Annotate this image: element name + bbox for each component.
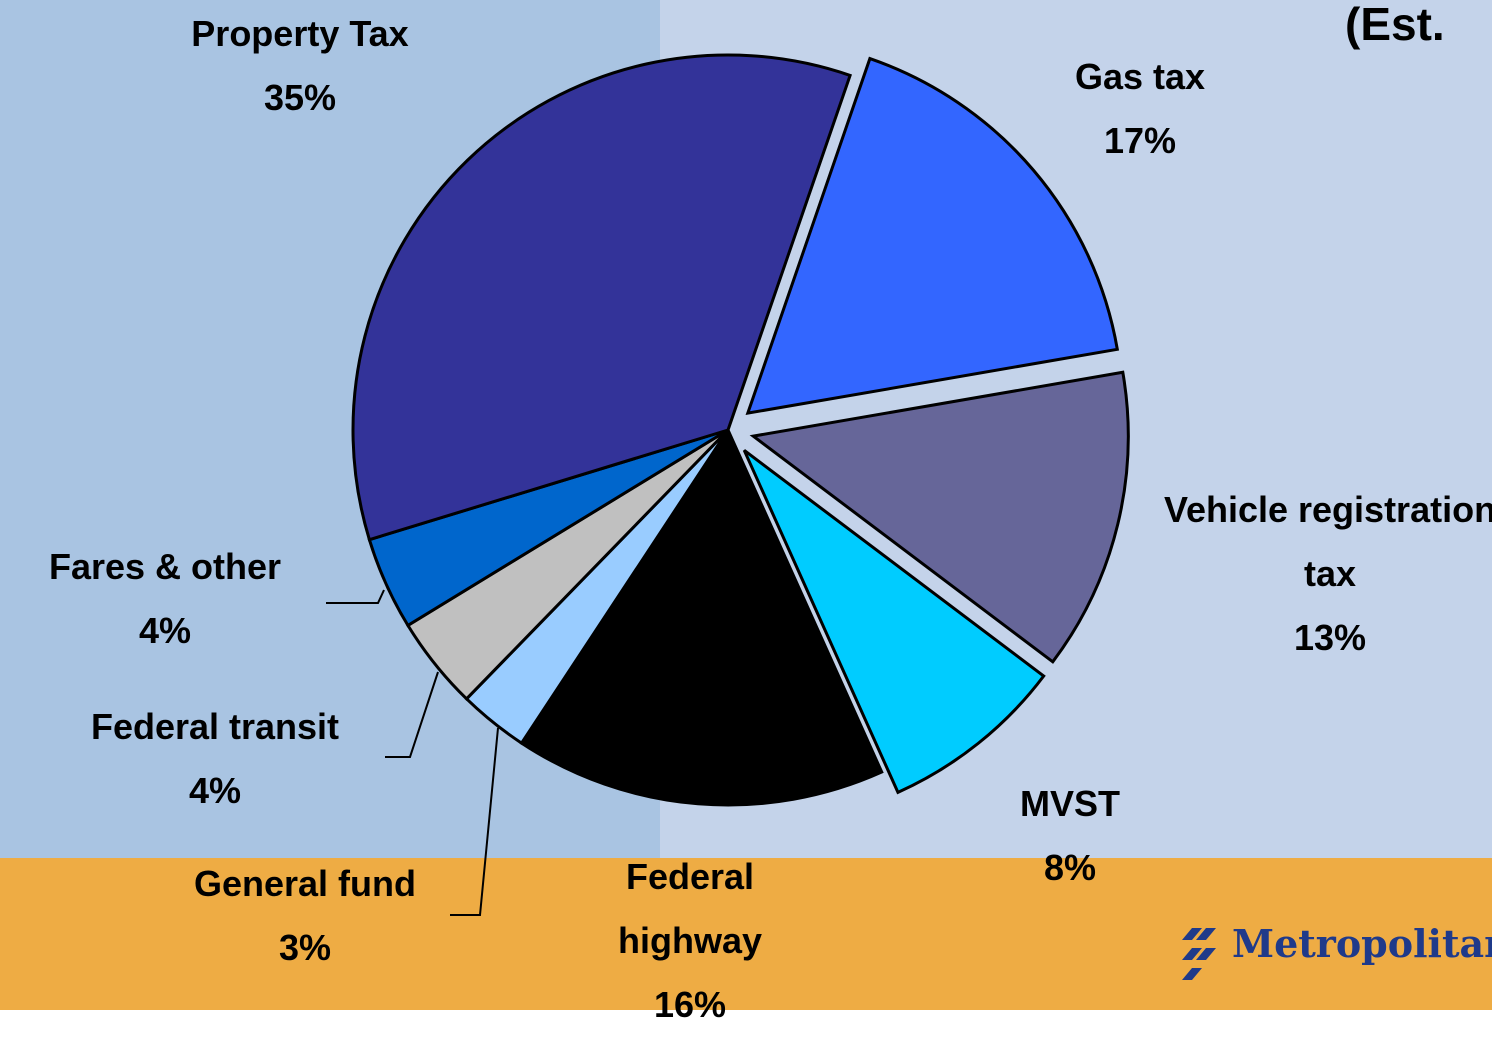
slice-label: Vehicle registration tax 13% — [1140, 478, 1492, 670]
category-label: Gas tax — [1074, 56, 1206, 97]
footer-band — [0, 858, 1492, 1010]
chart: (Est. Metropolitan — [0, 0, 1492, 1010]
logo-text: Metropolitan — [1232, 921, 1492, 966]
pie-slice — [745, 56, 1120, 416]
category-label: Federal transit — [90, 706, 340, 747]
value-label: 3% — [278, 927, 332, 968]
category-label: General fund — [193, 863, 417, 904]
chart-title: (Est. — [1345, 0, 1445, 50]
slice-label: Property Tax 35% — [100, 2, 500, 130]
pie-slice — [749, 370, 1130, 664]
pie-slice — [351, 53, 852, 542]
leader-line — [326, 589, 385, 604]
pie-slice — [742, 449, 1046, 795]
value-label: 17% — [1103, 120, 1177, 161]
slice-label: General fund 3% — [125, 852, 485, 980]
value-label: 8% — [1043, 847, 1097, 888]
value-label: 35% — [263, 77, 337, 118]
value-label: 16% — [653, 984, 727, 1025]
value-label: 4% — [188, 770, 242, 811]
category-label: Fares & other — [48, 546, 282, 587]
slice-label: Federal transit 4% — [15, 695, 415, 823]
pie — [351, 53, 1130, 807]
leader-line — [385, 671, 439, 758]
slice-label: Gas tax 17% — [990, 45, 1290, 173]
slice-label: Fares & other 4% — [0, 535, 345, 663]
category-label: Federal highway — [617, 856, 763, 961]
slice-label: Federal highway 16% — [580, 845, 800, 1037]
slice-label: MVST 8% — [940, 772, 1200, 900]
pie-slice — [519, 426, 884, 807]
value-label: 4% — [138, 610, 192, 651]
category-label: Property Tax — [191, 13, 409, 54]
category-label: MVST — [1019, 783, 1120, 824]
value-label: 13% — [1293, 617, 1367, 658]
category-label: Vehicle registration tax — [1163, 489, 1492, 594]
leader-line — [450, 727, 499, 916]
logo-icon — [1182, 928, 1216, 980]
